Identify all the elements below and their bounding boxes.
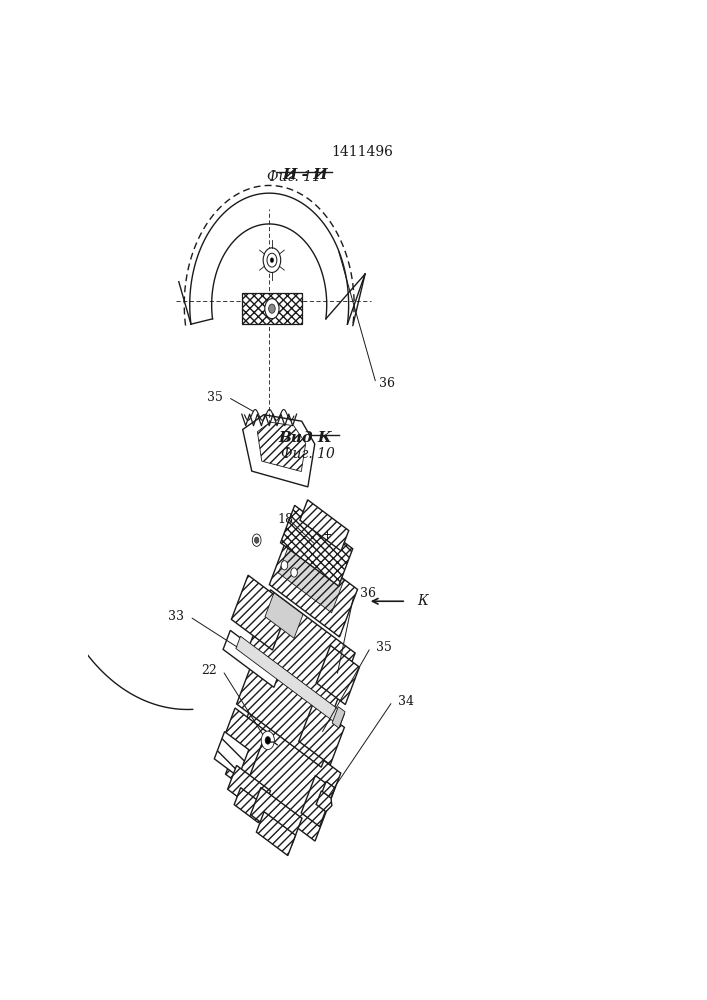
Text: 33: 33	[168, 610, 185, 623]
Polygon shape	[257, 812, 296, 856]
Circle shape	[255, 537, 259, 543]
Polygon shape	[269, 537, 358, 637]
Polygon shape	[281, 505, 353, 586]
Polygon shape	[250, 787, 302, 845]
Text: 1411496: 1411496	[332, 145, 393, 159]
Text: 35: 35	[206, 391, 223, 404]
Text: 22: 22	[201, 664, 217, 677]
Circle shape	[265, 737, 271, 744]
Polygon shape	[231, 575, 289, 650]
Polygon shape	[250, 590, 355, 707]
Text: 34: 34	[398, 695, 414, 708]
Polygon shape	[228, 765, 271, 815]
Circle shape	[262, 731, 274, 750]
Polygon shape	[223, 630, 281, 687]
Polygon shape	[316, 791, 332, 812]
Polygon shape	[236, 636, 344, 726]
Polygon shape	[216, 708, 267, 780]
Circle shape	[252, 534, 261, 546]
Polygon shape	[316, 645, 359, 705]
Polygon shape	[279, 540, 344, 613]
Text: 36: 36	[379, 377, 395, 390]
Polygon shape	[257, 422, 305, 471]
Text: 35: 35	[376, 641, 392, 654]
Circle shape	[291, 568, 298, 577]
Circle shape	[265, 299, 279, 319]
Polygon shape	[265, 593, 303, 638]
Polygon shape	[237, 650, 342, 767]
Text: И - И: И - И	[282, 168, 327, 182]
Circle shape	[263, 248, 281, 272]
Polygon shape	[226, 706, 341, 841]
Polygon shape	[234, 788, 265, 823]
Circle shape	[269, 304, 275, 313]
Polygon shape	[318, 781, 335, 810]
Text: К: К	[417, 594, 428, 608]
Text: 18: 18	[278, 513, 293, 526]
Polygon shape	[243, 415, 315, 487]
Circle shape	[267, 253, 277, 267]
Text: Фиг. 11: Фиг. 11	[267, 170, 321, 184]
Polygon shape	[214, 732, 249, 777]
Polygon shape	[299, 704, 344, 765]
Text: Фиг. 10: Фиг. 10	[281, 447, 334, 461]
Circle shape	[270, 258, 274, 262]
Polygon shape	[332, 707, 345, 728]
Polygon shape	[300, 500, 349, 551]
Text: 36: 36	[360, 587, 375, 600]
Polygon shape	[242, 293, 302, 324]
Circle shape	[281, 561, 288, 570]
Text: Вид К: Вид К	[278, 431, 332, 445]
Polygon shape	[301, 775, 334, 827]
